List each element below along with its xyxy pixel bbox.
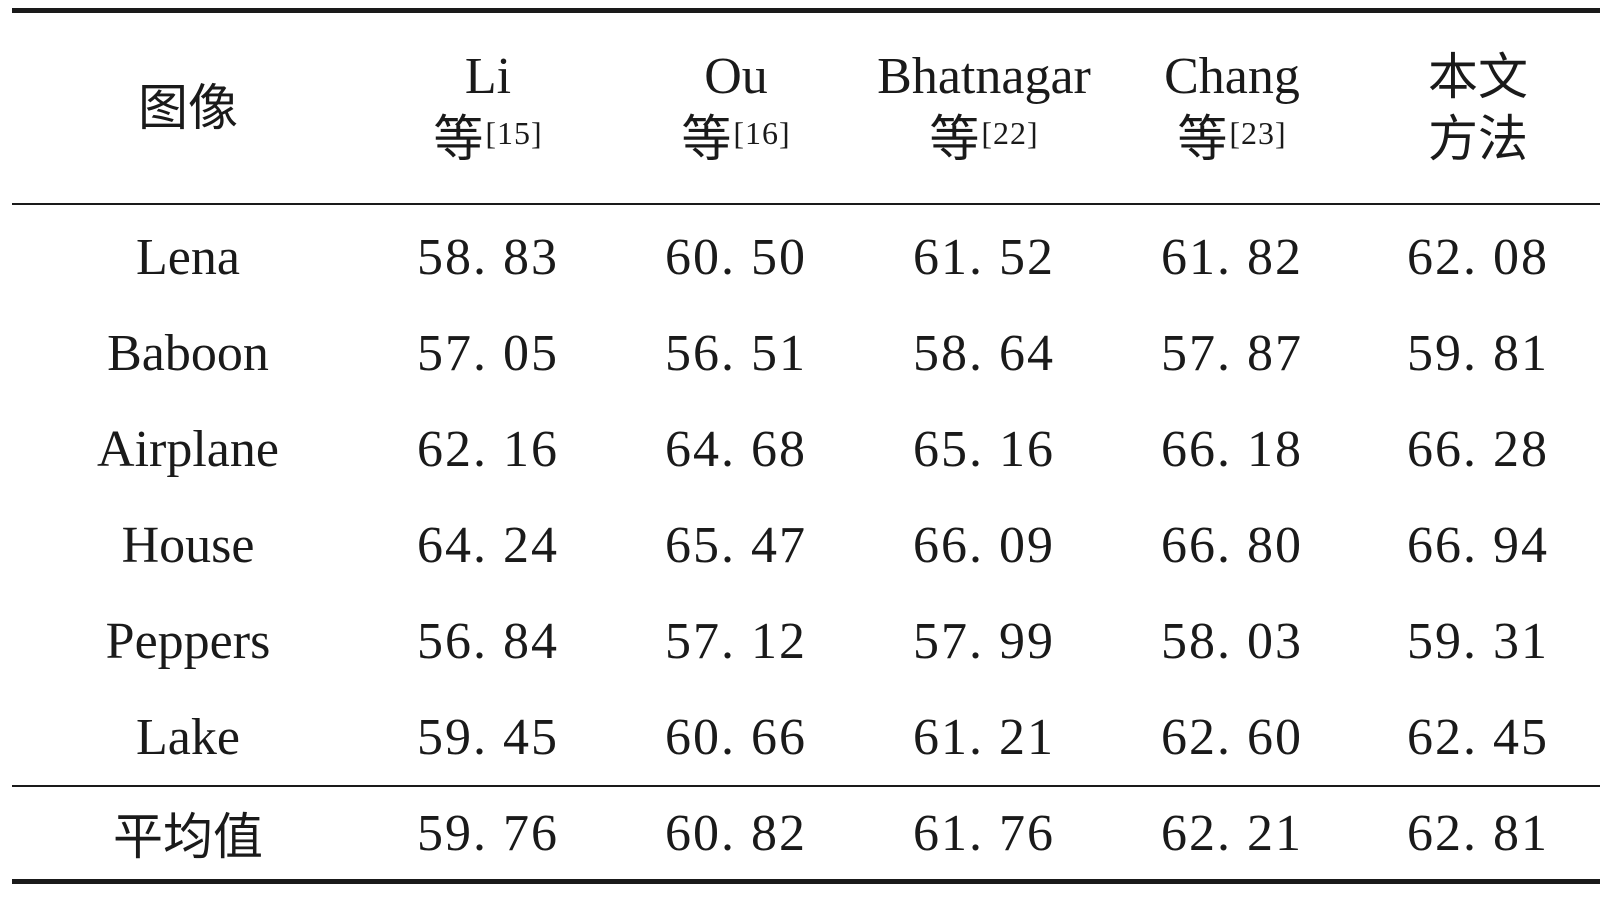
- table-row: House 64. 24 65. 47 66. 09 66. 80 66. 94: [12, 497, 1600, 593]
- average-value: 62. 81: [1407, 804, 1549, 862]
- average-row: 平均值 59. 76 60. 82 61. 76 62. 21 62. 81: [12, 786, 1600, 882]
- cell-value: 62. 08: [1407, 228, 1549, 286]
- cell-value: 58. 03: [1161, 612, 1303, 670]
- cell-value: 61. 52: [913, 228, 1055, 286]
- results-table: 图像 Li 等[15] Ou 等[16] Bhatnagar 等[22] Cha…: [12, 8, 1600, 884]
- header-li: Li 等[15]: [433, 47, 543, 168]
- cell-value: 64. 68: [665, 420, 807, 478]
- header-image: 图像: [138, 79, 238, 137]
- cell-value: 61. 21: [913, 708, 1055, 766]
- cell-value: 60. 50: [665, 228, 807, 286]
- table-row: Peppers 56. 84 57. 12 57. 99 58. 03 59. …: [12, 593, 1600, 689]
- results-table-container: 图像 Li 等[15] Ou 等[16] Bhatnagar 等[22] Cha…: [12, 8, 1600, 884]
- cell-value: 57. 87: [1161, 324, 1303, 382]
- cell-value: 60. 66: [665, 708, 807, 766]
- row-image-name: Lena: [136, 228, 240, 286]
- cell-value: 58. 83: [417, 228, 559, 286]
- cell-value: 66. 09: [913, 516, 1055, 574]
- cell-value: 62. 60: [1161, 708, 1303, 766]
- cell-value: 66. 80: [1161, 516, 1303, 574]
- average-label: 平均值: [113, 808, 263, 866]
- cell-value: 64. 24: [417, 516, 559, 574]
- average-value: 60. 82: [665, 804, 807, 862]
- row-image-name: Airplane: [97, 420, 279, 478]
- table-row: Lake 59. 45 60. 66 61. 21 62. 60 62. 45: [12, 689, 1600, 786]
- cell-value: 59. 81: [1407, 324, 1549, 382]
- header-row: 图像 Li 等[15] Ou 等[16] Bhatnagar 等[22] Cha…: [12, 10, 1600, 204]
- cell-value: 57. 99: [913, 612, 1055, 670]
- header-bhatnagar: Bhatnagar 等[22]: [877, 47, 1091, 168]
- cell-value: 65. 47: [665, 516, 807, 574]
- average-value: 61. 76: [913, 804, 1055, 862]
- table-row: Airplane 62. 16 64. 68 65. 16 66. 18 66.…: [12, 401, 1600, 497]
- cell-value: 62. 16: [417, 420, 559, 478]
- cell-value: 61. 82: [1161, 228, 1303, 286]
- cell-value: 58. 64: [913, 324, 1055, 382]
- cell-value: 66. 28: [1407, 420, 1549, 478]
- cell-value: 62. 45: [1407, 708, 1549, 766]
- cell-value: 66. 94: [1407, 516, 1549, 574]
- header-ou: Ou 等[16]: [681, 47, 791, 168]
- header-chang: Chang 等[23]: [1164, 47, 1300, 168]
- row-image-name: House: [121, 516, 255, 574]
- header-proposed-method: 本文 方法: [1428, 48, 1528, 168]
- row-image-name: Lake: [136, 708, 240, 766]
- cell-value: 56. 51: [665, 324, 807, 382]
- row-image-name: Baboon: [107, 324, 269, 382]
- cell-value: 59. 45: [417, 708, 559, 766]
- cell-value: 59. 31: [1407, 612, 1549, 670]
- average-value: 62. 21: [1161, 804, 1303, 862]
- table-row: Lena 58. 83 60. 50 61. 52 61. 82 62. 08: [12, 204, 1600, 305]
- cell-value: 66. 18: [1161, 420, 1303, 478]
- table-row: Baboon 57. 05 56. 51 58. 64 57. 87 59. 8…: [12, 305, 1600, 401]
- cell-value: 65. 16: [913, 420, 1055, 478]
- cell-value: 57. 05: [417, 324, 559, 382]
- cell-value: 56. 84: [417, 612, 559, 670]
- cell-value: 57. 12: [665, 612, 807, 670]
- row-image-name: Peppers: [105, 612, 271, 670]
- average-value: 59. 76: [417, 804, 559, 862]
